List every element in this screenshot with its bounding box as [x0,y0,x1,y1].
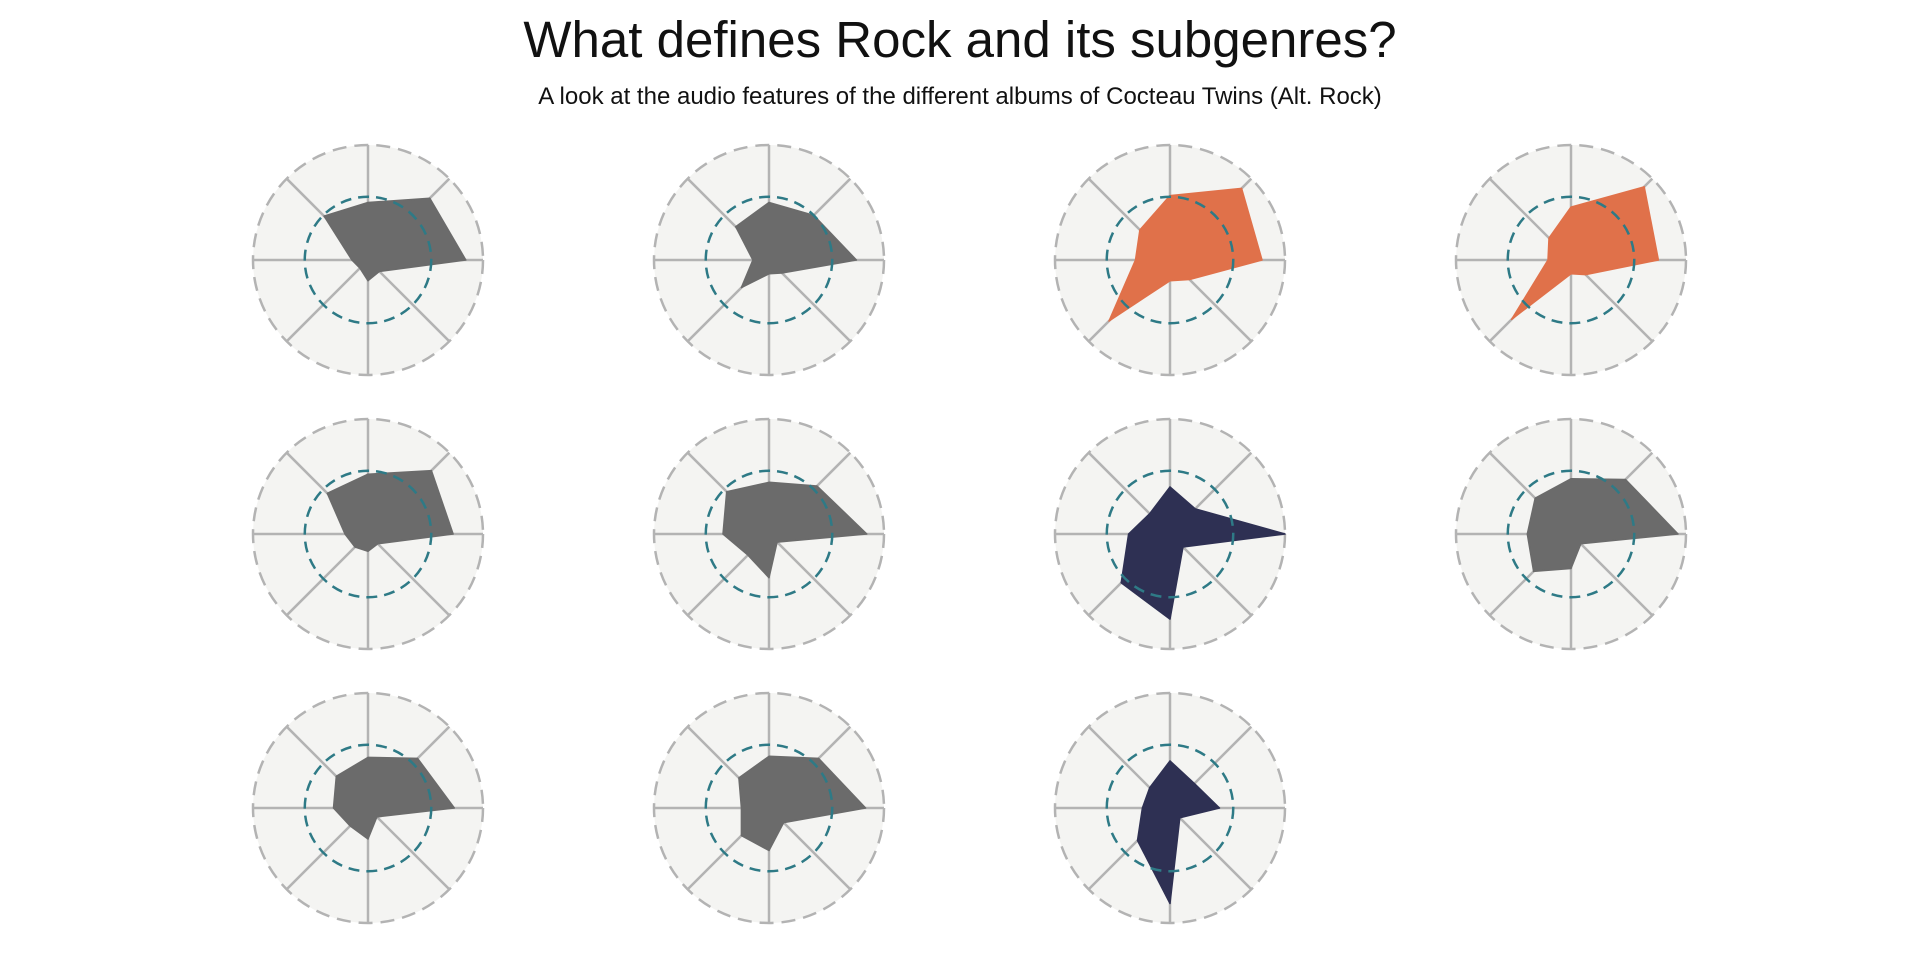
reference-ring [1105,195,1235,325]
reference-ring [303,469,433,599]
radar-axis-8 [1570,533,1654,617]
radar-chart-1 [251,143,485,377]
radar-axis-8 [367,533,451,617]
radar-shape [326,469,454,553]
radar-shape [1108,187,1263,322]
radar-shape [722,481,868,579]
radar-chart-5 [251,417,485,651]
reference-ring [1506,195,1636,325]
radar-chart-8 [1454,417,1688,651]
radar-shape [738,755,867,852]
radar-chart-10 [652,691,886,925]
radar-chart-4 [1454,143,1688,377]
reference-ring [1506,469,1636,599]
chart-subtitle: A look at the audio features of the diff… [538,83,1382,110]
radar-axis-8 [768,533,852,617]
radar-shape [734,201,858,289]
radar-shape [1136,760,1221,905]
radar-chart-6 [652,417,886,651]
reference-ring [303,195,433,325]
radar-shape [1526,478,1679,573]
reference-ring [1105,743,1235,873]
reference-ring [704,469,834,599]
radar-chart-3 [1053,143,1287,377]
radar-axis-6 [285,259,369,343]
radar-shape [1510,186,1660,321]
radar-axis-8 [1169,807,1253,891]
reference-ring [303,743,433,873]
chart-title: What defines Rock and its subgenres? [523,11,1397,68]
radar-chart-7 [1053,417,1287,651]
radar-chart-2 [652,143,886,377]
reference-ring [704,195,834,325]
radar-axis-8 [367,259,451,343]
radar-chart-9 [251,691,485,925]
reference-ring [704,743,834,873]
radar-axis-6 [285,533,369,617]
radar-chart-11 [1053,691,1287,925]
reference-ring [1105,469,1235,599]
radar-axis-8 [367,807,451,891]
radar-shape [1120,486,1286,620]
